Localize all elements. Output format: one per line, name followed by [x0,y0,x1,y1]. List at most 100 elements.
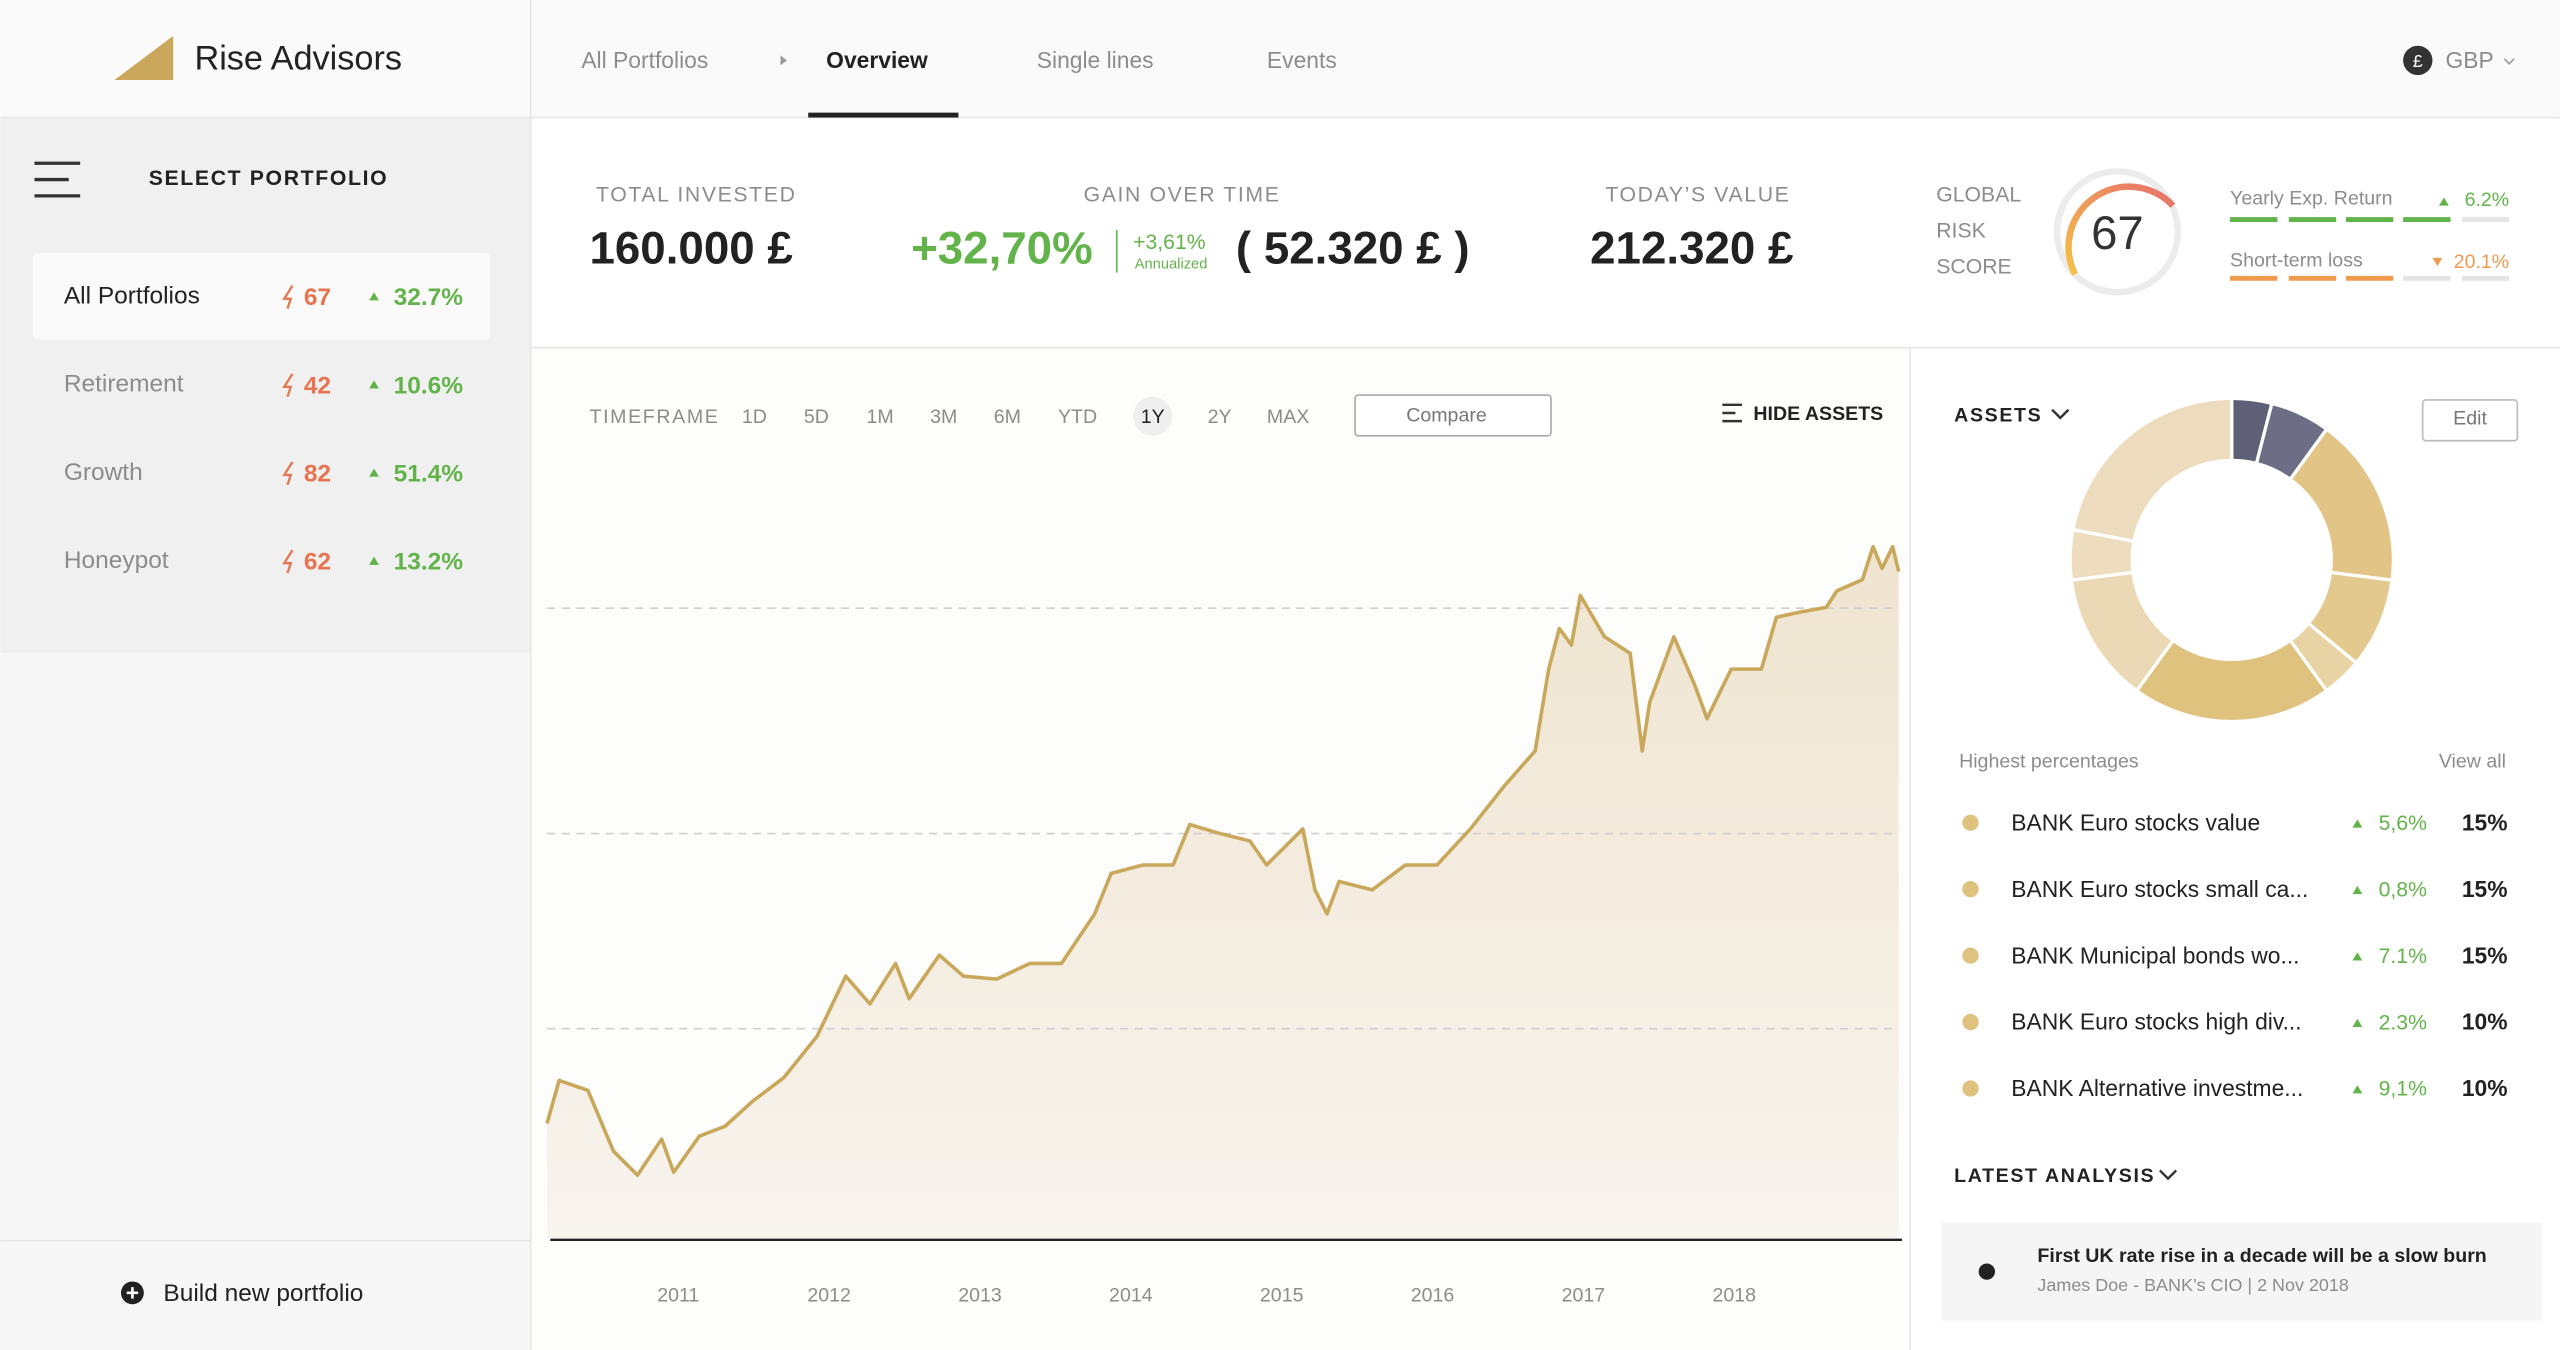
asset-share: 15% [2462,876,2508,902]
x-tick-label: 2016 [1411,1284,1455,1306]
portfolio-risk: 62 [304,549,331,576]
asset-name[interactable]: BANK Euro stocks high div... [2011,1009,2301,1035]
portfolio-risk: 42 [304,372,331,399]
portfolio-return: 10.6% [394,372,464,399]
bar-segment [2230,275,2278,281]
annualized-value: +3,61% [1133,231,1206,254]
asset-name[interactable]: BANK Alternative investme... [2011,1075,2303,1101]
asset-dot [1962,881,1979,898]
asset-dot [1962,1080,1979,1097]
up-arrow [369,556,379,565]
currency-icon[interactable] [2403,45,2433,76]
range-active [1133,396,1173,436]
compare-button[interactable] [1354,394,1552,437]
brand: Rise Advisors [194,39,402,77]
up-arrow [2352,819,2363,828]
asset-change: 0,8% [2379,878,2427,901]
range-button[interactable]: 2Y [1208,406,1232,428]
portfolio-name[interactable]: Retirement [64,371,184,398]
x-tick-label: 2014 [1109,1284,1153,1306]
dropdown-caret[interactable] [2051,408,2070,420]
kpi-label: TODAY’S VALUE [1605,183,1790,206]
annualized-label: Annualized [1135,256,1208,272]
risk-label: SCORE [1936,255,2011,278]
range-button[interactable]: 1M [866,406,893,428]
area [547,546,1899,1239]
bar-segment [2288,217,2337,223]
portfolio-name[interactable]: Honeypot [64,547,169,574]
range-button[interactable]: MAX [1267,406,1309,428]
asset-share: 15% [2462,809,2508,835]
asset-name[interactable]: BANK Euro stocks value [2011,809,2260,835]
risk-icon [282,373,294,398]
loss-bar [2230,275,2510,281]
bar-segment [2345,275,2394,281]
bar-segment [2403,275,2451,281]
asset-change: 9,1% [2379,1078,2427,1101]
kpi-label: GAIN OVER TIME [1084,183,1281,206]
kpi-value: +32,70% [911,222,1093,273]
asset-name[interactable]: BANK Municipal bonds wo... [2011,942,2299,968]
bar-segment [2403,217,2451,223]
timeframe-label: TIMEFRAME [589,406,719,428]
edit-label[interactable]: Edit [2453,408,2487,430]
asset-change: 7.1% [2379,945,2427,968]
asset-name[interactable]: BANK Euro stocks small ca... [2011,876,2308,902]
portfolio-risk: 82 [304,460,331,487]
nav-link[interactable]: Single lines [1037,47,1154,73]
build-button[interactable]: Build new portfolio [120,1280,363,1307]
hide-assets[interactable]: HIDE ASSETS [1753,403,1883,425]
nav-link[interactable]: Overview [826,47,928,73]
currency[interactable]: GBP [2446,47,2494,73]
analysis-card[interactable] [1941,1222,2542,1321]
gauge-track [2053,168,2182,296]
risk-metric-label: Short-term loss [2230,249,2363,271]
bar-segment [2461,275,2510,281]
line-chart: 2011 2012 2013 2014 2015 2016 2017 2018 [545,544,1902,1306]
range-button[interactable]: 6M [994,406,1021,428]
asset-list: BANK Euro stocks value 5,6% 15% BANK Euro s… [1962,809,2508,1101]
range-buttons: 1D 5D 1M 3M 6M YTD 1Y 2Y MAX [742,396,1309,436]
dropdown-caret[interactable] [2159,1169,2178,1181]
gauge-arc [2065,183,2176,276]
x-tick-label: 2011 [657,1284,699,1306]
sidebar-title: SELECT PORTFOLIO [149,167,388,190]
portfolio-name[interactable]: Growth [64,459,143,486]
menu-icon[interactable] [34,161,81,198]
bar-segment [2461,217,2510,223]
nav-link[interactable]: All Portfolios [581,47,708,73]
edit-button[interactable] [2421,399,2519,442]
range-button[interactable]: 1Y [1141,406,1165,428]
sidebar-bottom [0,652,531,1350]
range-button[interactable]: 3M [930,406,957,428]
dropdown-caret [2503,58,2515,65]
plus-sign [126,1287,139,1299]
donut-segment [2071,396,2234,544]
selected-row [32,253,490,340]
up-arrow [369,380,379,389]
view-all[interactable]: View all [2439,751,2506,773]
sidebar-top [0,117,531,653]
build-label[interactable]: Build new portfolio [163,1280,363,1307]
down-arrow [2432,257,2443,267]
up-arrow [369,292,379,301]
breadcrumb-arrow [780,55,788,66]
range-button[interactable]: YTD [1058,406,1097,428]
hide-icon [1722,403,1742,423]
return-bar [2230,217,2510,223]
up-arrow [369,468,379,477]
kpi-value: 212.320 £ [1590,222,1793,273]
range-button[interactable]: 5D [804,406,829,428]
nav-link[interactable]: Events [1267,47,1337,73]
risk-icon [282,549,294,574]
asset-dot [1962,947,1979,964]
analysis-headline[interactable]: First UK rate rise in a decade will be a… [2037,1245,2486,1267]
asset-share: 15% [2462,942,2508,968]
range-button[interactable]: 1D [742,406,767,428]
top-bar [530,0,2560,118]
compare-label[interactable]: Compare [1406,404,1487,426]
portfolio-name[interactable]: All Portfolios [64,283,200,310]
risk-label: RISK [1936,219,1986,242]
